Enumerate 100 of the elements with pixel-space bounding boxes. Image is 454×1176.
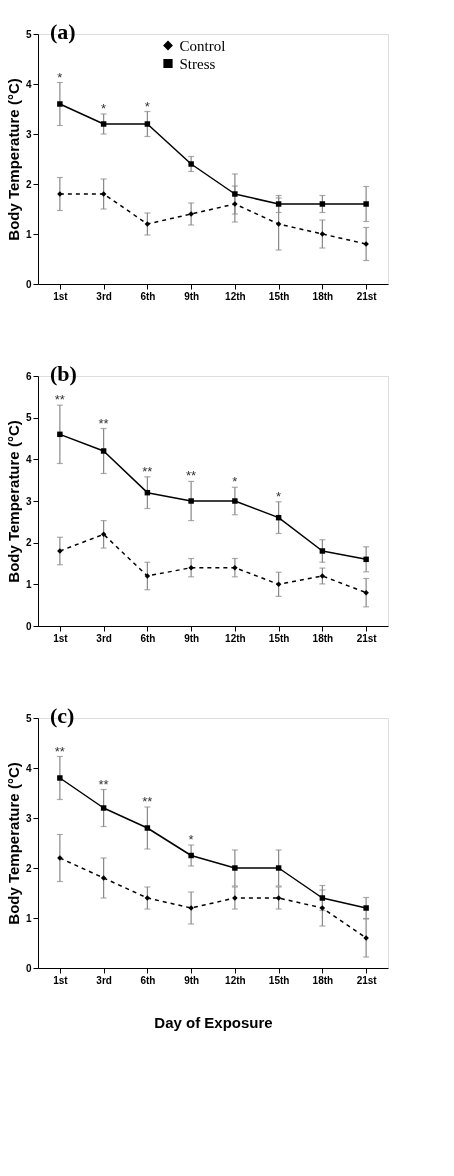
y-tick-label: 4 <box>25 762 32 774</box>
y-tick-label: 3 <box>25 128 32 140</box>
annotation: ** <box>54 392 65 408</box>
x-tick-label: 3rd <box>96 290 112 302</box>
point <box>319 548 326 554</box>
x-tick-label: 1st <box>53 974 69 986</box>
point <box>363 905 369 911</box>
point <box>100 121 107 127</box>
y-axis-title: Body Temperature (°C) <box>4 762 22 925</box>
point <box>319 201 326 207</box>
point <box>144 573 151 579</box>
legend-label: Stress <box>179 55 216 72</box>
annotation: * <box>232 474 238 490</box>
annotation: * <box>101 101 107 116</box>
annotation: * <box>188 832 194 847</box>
y-tick-label: 1 <box>25 912 32 924</box>
x-tick-label: 9th <box>184 632 200 644</box>
x-tick-label: 9th <box>184 290 200 302</box>
chart-title: (c) <box>50 703 75 728</box>
y-tick-label: 1 <box>25 228 32 240</box>
y-tick-label: 0 <box>25 962 32 974</box>
x-tick-label: 21st <box>356 974 378 986</box>
point <box>188 498 194 504</box>
x-tick-label: 12th <box>225 974 246 986</box>
x-tick-label: 6th <box>140 632 156 644</box>
x-tick-label: 15th <box>268 974 290 986</box>
x-tick-label: 21st <box>356 290 378 302</box>
point <box>57 101 63 107</box>
point <box>275 201 282 207</box>
y-tick-label: 4 <box>25 453 32 465</box>
annotation: * <box>276 488 282 504</box>
x-tick-label: 12th <box>225 290 246 302</box>
annotation: ** <box>98 776 109 792</box>
point <box>144 121 151 127</box>
x-tick-label: 12th <box>225 632 246 644</box>
x-tick-label: 6th <box>140 290 156 302</box>
y-tick-label: 4 <box>25 78 32 90</box>
x-tick-label: 1st <box>53 632 69 644</box>
point <box>319 905 326 911</box>
point <box>363 589 369 596</box>
chart-title: (b) <box>50 361 77 386</box>
point <box>275 895 282 901</box>
annotation: * <box>57 69 63 85</box>
y-tick-label: 5 <box>25 28 32 40</box>
x-tick-label: 15th <box>268 632 290 644</box>
point <box>275 581 282 588</box>
y-tick-label: 2 <box>25 862 32 874</box>
point <box>144 895 151 901</box>
y-tick-label: 3 <box>25 495 32 507</box>
y-tick-label: 3 <box>25 812 32 824</box>
x-tick-label: 18th <box>312 290 334 302</box>
y-axis-title: Body Temperature (°C) <box>4 78 22 241</box>
point <box>57 431 63 438</box>
point <box>100 531 107 538</box>
y-tick-label: 5 <box>25 412 32 424</box>
x-tick-label: 3rd <box>96 632 112 644</box>
annotation: ** <box>142 463 153 479</box>
point <box>144 221 151 227</box>
point <box>232 191 238 197</box>
point <box>232 564 238 571</box>
x-tick-label: 9th <box>184 974 200 986</box>
point <box>275 221 282 227</box>
x-tick-label: 15th <box>268 290 290 302</box>
point <box>144 825 151 831</box>
point <box>363 201 369 207</box>
annotation: ** <box>142 794 153 809</box>
point <box>188 161 194 167</box>
y-tick-label: 6 <box>25 370 32 382</box>
point <box>57 775 63 781</box>
legend-label: Control <box>179 37 226 54</box>
y-axis-title: Body Temperature (°C) <box>4 420 22 583</box>
y-tick-label: 2 <box>25 178 32 190</box>
point <box>188 852 194 859</box>
point <box>100 191 107 197</box>
x-tick-label: 6th <box>140 974 156 986</box>
point <box>188 564 194 571</box>
point <box>363 556 369 563</box>
point <box>100 875 107 881</box>
x-tick-label: 3rd <box>96 974 112 986</box>
y-tick-label: 2 <box>25 537 32 549</box>
point <box>232 498 238 504</box>
y-tick-label: 0 <box>25 620 32 632</box>
x-tick-label: 18th <box>312 974 334 986</box>
annotation: ** <box>98 415 109 431</box>
point <box>319 573 326 579</box>
y-tick-label: 1 <box>25 578 32 590</box>
x-tick-label: 18th <box>312 632 334 644</box>
point <box>319 895 326 901</box>
x-tick-label: 1st <box>53 290 69 302</box>
point <box>275 865 282 871</box>
x-axis-title: Day of Exposure <box>154 1013 273 1031</box>
y-tick-label: 5 <box>25 712 32 724</box>
point <box>100 805 107 811</box>
y-tick-label: 0 <box>25 278 32 290</box>
x-tick-label: 21st <box>356 632 378 644</box>
point <box>100 448 107 454</box>
annotation: * <box>144 98 150 114</box>
annotation: ** <box>54 743 65 759</box>
point <box>319 231 326 237</box>
chart-title: (a) <box>50 19 76 44</box>
